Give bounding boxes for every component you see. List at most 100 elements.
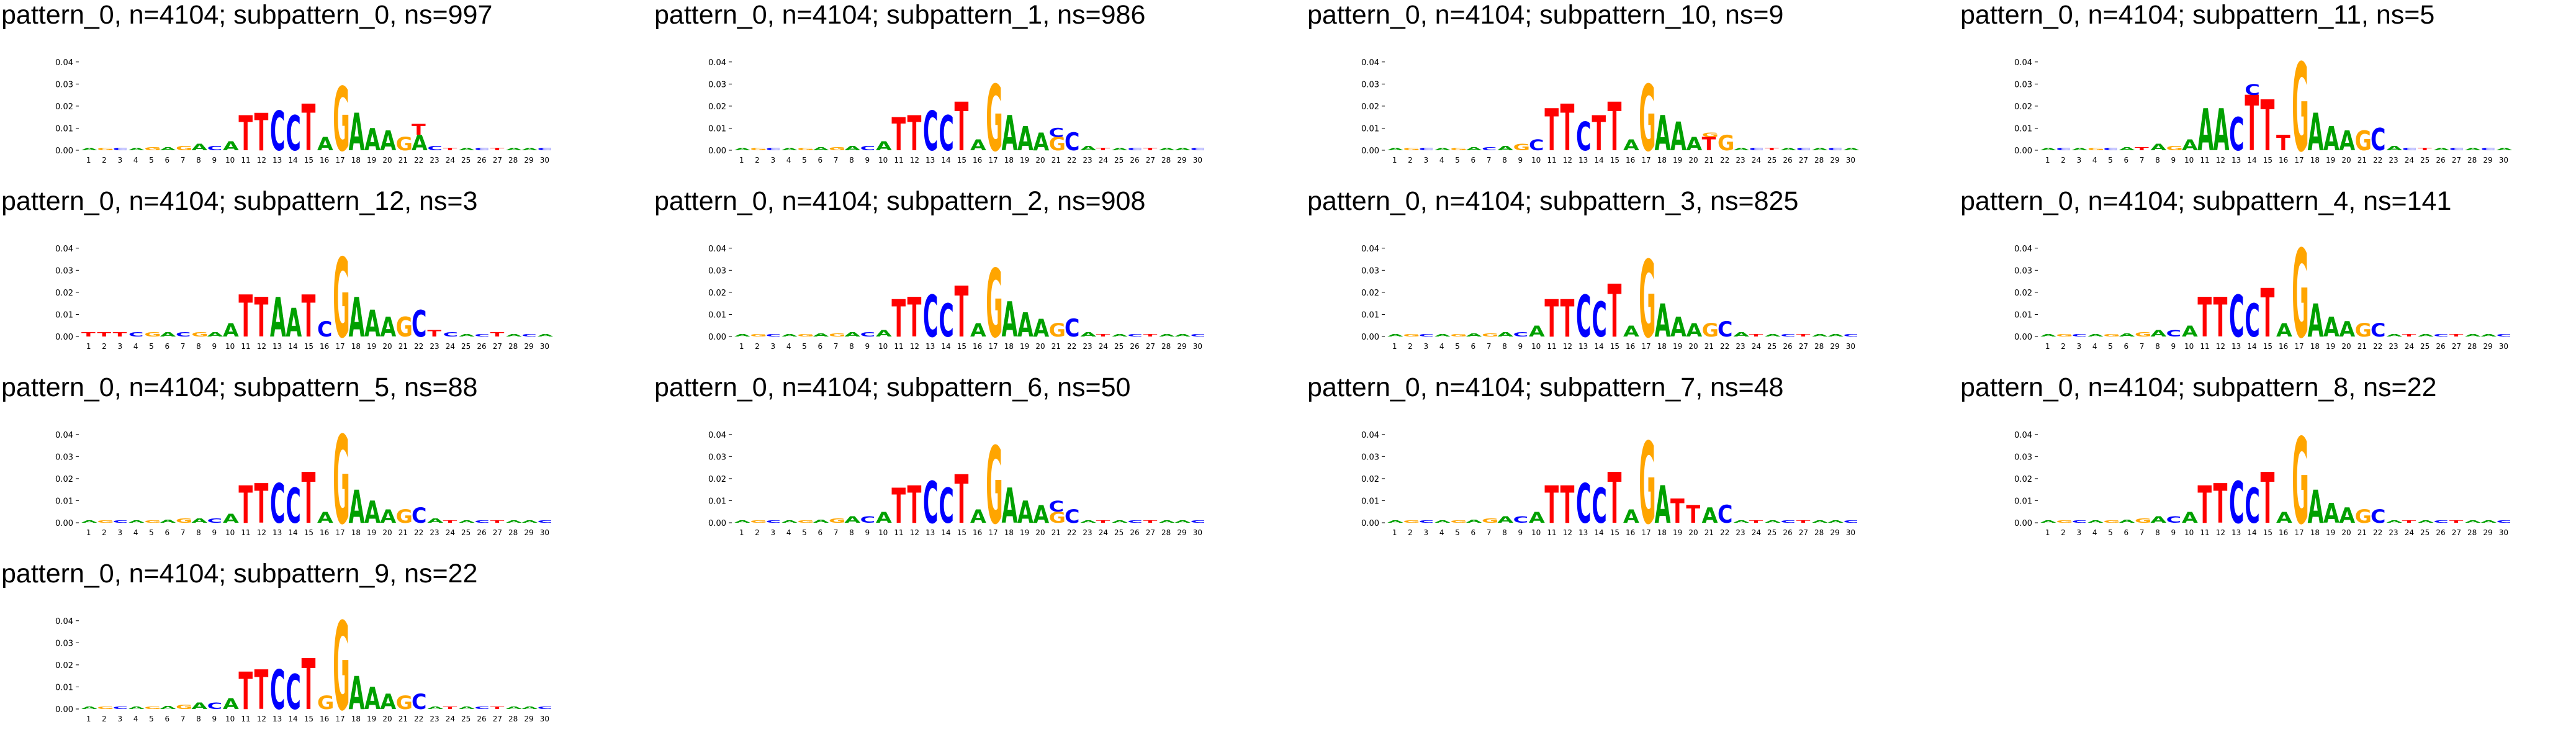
y-tick-label: 0.00 [1361, 333, 1379, 342]
logo-letter-G: G [750, 520, 767, 524]
x-tick-label: 14 [288, 528, 297, 537]
logo-letter-A: A [844, 515, 860, 525]
logo-letter-A: A [2276, 508, 2292, 526]
x-tick-label: 8 [196, 528, 201, 537]
x-tick-label: 2 [755, 156, 760, 165]
x-tick-label: 3 [771, 528, 776, 537]
logo-letter-C: C [939, 295, 953, 348]
logo-letter-T: T [2135, 146, 2149, 151]
logo-letter-A: A [1529, 322, 1545, 340]
x-tick-label: 23 [2389, 342, 2398, 351]
x-tick-label: 1 [1392, 342, 1397, 351]
x-tick-label: 23 [1083, 528, 1092, 537]
x-tick-label: 6 [818, 342, 823, 351]
y-tick-label: 0.02 [1361, 102, 1379, 112]
x-tick-label: 13 [2231, 342, 2241, 351]
logo-letter-A: A [521, 520, 538, 524]
x-tick-label: 11 [1547, 342, 1556, 351]
logo-letter-A: A [2386, 145, 2402, 152]
x-tick-label: 13 [272, 342, 282, 351]
logo-letter-A: A [1002, 478, 1018, 535]
logo-letter-G: G [333, 410, 349, 551]
logo-letter-T: T [254, 102, 269, 163]
x-tick-label: 26 [2436, 342, 2445, 351]
x-tick-label: 14 [941, 342, 950, 351]
x-tick-label: 21 [399, 156, 408, 165]
x-tick-label: 1 [1392, 156, 1397, 165]
logo-letter-C: C [538, 707, 552, 710]
logo-letter-C: C [2229, 284, 2244, 351]
x-tick-label: 5 [149, 156, 154, 165]
x-tick-label: 1 [86, 528, 91, 537]
x-tick-label: 18 [351, 342, 361, 351]
x-tick-label: 8 [849, 156, 854, 165]
x-tick-label: 20 [382, 156, 392, 165]
x-tick-label: 27 [2452, 342, 2461, 351]
x-tick-label: 23 [430, 156, 439, 165]
x-tick-label: 20 [2341, 528, 2351, 537]
x-tick-label: 13 [272, 528, 282, 537]
x-tick-label: 10 [225, 715, 235, 723]
x-tick-label: 27 [1146, 156, 1155, 165]
logo-letter-T: T [490, 331, 505, 338]
logo-letter-A: A [2339, 503, 2355, 528]
x-tick-label: 28 [1814, 528, 1824, 537]
x-tick-label: 23 [1736, 156, 1745, 165]
logo-letter-A: A [2308, 295, 2324, 348]
logo-letter-C: C [412, 503, 426, 528]
logo-panel: pattern_0, n=4104; subpattern_5, ns=88 0.… [0, 372, 646, 559]
logo-letter-A: A [1497, 515, 1513, 525]
logo-letter-C: C [2480, 148, 2495, 151]
logo-letter-T: T [412, 121, 426, 138]
x-tick-label: 25 [2420, 528, 2430, 537]
logo-letter-T: T [1686, 500, 1700, 528]
logo-letter-A: A [1623, 507, 1640, 528]
logo-letter-A: A [223, 320, 240, 341]
logo-letter-T: T [2261, 459, 2275, 540]
logo-letter-T: T [2449, 334, 2464, 338]
x-tick-label: 21 [1705, 156, 1714, 165]
x-tick-label: 5 [1455, 342, 1460, 351]
logo-letter-A: A [813, 518, 829, 523]
x-tick-label: 28 [2467, 528, 2477, 537]
logo-letter-T: T [1544, 97, 1559, 165]
x-tick-label: 23 [1736, 528, 1745, 537]
logo-letter-T: T [427, 328, 441, 339]
x-tick-label: 15 [1610, 156, 1619, 165]
x-tick-label: 23 [2389, 528, 2398, 537]
logo-panel: pattern_0, n=4104; subpattern_4, ns=141 0… [1959, 186, 2576, 372]
logo-letter-C: C [474, 334, 489, 338]
logo-letter-G: G [986, 66, 1002, 172]
x-tick-label: 25 [1114, 528, 1124, 537]
logo-plot: 0.000.010.020.030.04A1G2C3A4G5A6G7A8C9A1… [55, 597, 552, 738]
logo-letter-T: T [254, 658, 269, 722]
logo-letter-C: C [766, 520, 781, 524]
logo-letter-A: A [160, 146, 176, 151]
panel-title: pattern_0, n=4104; subpattern_7, ns=48 [1307, 372, 1784, 402]
logo-letter-G: G [1450, 148, 1467, 151]
logo-plot: 0.000.010.020.030.04A1G2C3A4G5A6G7A8C9A1… [2014, 224, 2511, 365]
logo-letter-C: C [1419, 334, 1434, 338]
logo-letter-G: G [2355, 320, 2372, 341]
x-tick-label: 16 [1626, 342, 1635, 351]
x-tick-label: 6 [2124, 156, 2129, 165]
logo-letter-A: A [2182, 136, 2198, 153]
logo-letter-A: A [286, 300, 302, 346]
logo-letter-G: G [2056, 520, 2073, 524]
logo-letter-A: A [2308, 102, 2324, 163]
x-tick-label: 19 [1020, 342, 1029, 351]
x-tick-label: 17 [1641, 528, 1651, 537]
x-tick-label: 1 [2045, 156, 2050, 165]
x-tick-label: 8 [196, 156, 201, 165]
x-tick-label: 21 [399, 528, 408, 537]
x-tick-label: 10 [225, 342, 235, 351]
x-tick-label: 14 [1594, 156, 1603, 165]
logo-letter-G: G [396, 134, 413, 155]
x-tick-label: 19 [1020, 156, 1029, 165]
logo-panel: pattern_0, n=4104; subpattern_9, ns=22 0.… [0, 559, 646, 745]
logo-letter-A: A [1529, 508, 1545, 526]
x-tick-label: 25 [1767, 342, 1777, 351]
logo-letter-A: A [734, 334, 751, 338]
x-tick-label: 1 [739, 156, 744, 165]
logo-letter-C: C [1127, 334, 1142, 338]
